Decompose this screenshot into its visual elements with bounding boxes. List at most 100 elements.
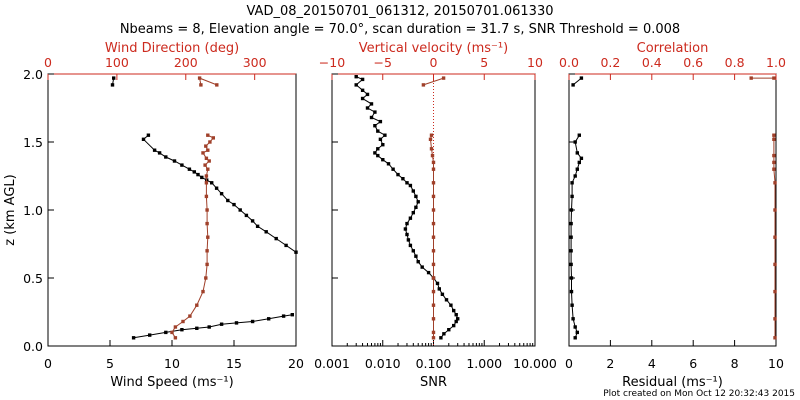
data-point bbox=[575, 151, 579, 155]
data-point bbox=[207, 159, 211, 163]
data-point bbox=[408, 243, 413, 248]
top-tick-label: 300 bbox=[243, 55, 267, 70]
data-point bbox=[267, 317, 271, 321]
data-point bbox=[274, 236, 278, 241]
data-point bbox=[360, 77, 365, 82]
data-point bbox=[197, 76, 202, 80]
top-tick-label: 0.6 bbox=[683, 55, 703, 70]
data-point bbox=[579, 156, 584, 160]
top-tick-label: −10 bbox=[319, 55, 345, 70]
data-point bbox=[431, 303, 436, 307]
data-point bbox=[416, 200, 420, 204]
top-tick-label: 1.0 bbox=[766, 55, 786, 70]
data-point bbox=[570, 181, 574, 185]
data-point bbox=[440, 292, 445, 296]
data-point bbox=[571, 83, 575, 87]
series-line bbox=[423, 77, 444, 338]
data-point bbox=[444, 298, 449, 302]
data-point bbox=[772, 160, 776, 165]
data-point bbox=[238, 208, 242, 212]
data-point bbox=[290, 313, 294, 317]
x-tick-label: 10 bbox=[164, 356, 180, 371]
data-point bbox=[577, 133, 581, 137]
y-tick-label: 0.0 bbox=[23, 339, 43, 354]
data-point bbox=[429, 133, 434, 137]
data-point bbox=[250, 219, 255, 223]
data-point bbox=[232, 202, 236, 207]
series-2 bbox=[170, 76, 219, 340]
series-line bbox=[112, 78, 297, 339]
data-point bbox=[204, 181, 209, 185]
top-tick-label: 0.0 bbox=[559, 55, 579, 70]
data-point bbox=[431, 317, 436, 321]
data-point bbox=[408, 216, 413, 220]
data-point bbox=[381, 158, 385, 162]
data-point bbox=[441, 76, 446, 80]
footer-timestamp: Plot created on Mon Oct 12 20:32:43 2015 bbox=[603, 389, 795, 399]
data-point bbox=[411, 249, 415, 253]
data-point bbox=[112, 76, 116, 80]
data-point bbox=[373, 151, 377, 155]
data-point bbox=[210, 181, 214, 185]
x-tick-label: 0.010 bbox=[365, 356, 401, 371]
data-point bbox=[369, 115, 374, 120]
data-point bbox=[414, 205, 418, 209]
x-tick-label: 20 bbox=[288, 356, 304, 371]
data-point bbox=[454, 319, 458, 324]
data-point bbox=[431, 276, 436, 280]
data-point bbox=[569, 249, 573, 253]
y-tick-label: 2.0 bbox=[23, 67, 43, 82]
data-point bbox=[219, 192, 224, 196]
x-tick-label: 10 bbox=[768, 356, 784, 371]
data-point bbox=[264, 230, 268, 234]
data-point bbox=[208, 140, 212, 144]
data-point bbox=[201, 151, 205, 155]
data-point bbox=[206, 235, 210, 239]
data-point bbox=[187, 167, 192, 171]
data-point bbox=[454, 313, 458, 317]
data-point bbox=[378, 119, 383, 124]
y-tick-label: 1.5 bbox=[23, 135, 43, 150]
data-point bbox=[575, 167, 579, 171]
data-point bbox=[234, 321, 239, 325]
x-axis-label: Wind Speed (ms⁻¹) bbox=[110, 375, 233, 390]
data-point bbox=[244, 213, 249, 218]
data-point bbox=[431, 194, 436, 199]
x-tick-label: 0.100 bbox=[416, 356, 452, 371]
data-point bbox=[773, 317, 777, 321]
data-point bbox=[148, 333, 152, 337]
data-point bbox=[211, 136, 215, 140]
data-point bbox=[204, 174, 209, 178]
data-point bbox=[201, 289, 205, 294]
data-point bbox=[431, 208, 436, 212]
x-tick-label: 1.000 bbox=[466, 356, 502, 371]
data-point bbox=[431, 160, 436, 165]
top-tick-label: 200 bbox=[174, 55, 198, 70]
plot-frame bbox=[568, 73, 777, 347]
x-tick-label: 10.000 bbox=[513, 356, 557, 371]
data-point bbox=[204, 156, 209, 160]
data-point bbox=[452, 323, 456, 328]
data-point bbox=[376, 153, 380, 158]
data-point bbox=[431, 262, 436, 267]
data-point bbox=[196, 172, 200, 177]
data-point bbox=[195, 326, 199, 330]
data-point bbox=[164, 330, 168, 335]
data-point bbox=[579, 76, 584, 80]
data-point bbox=[772, 153, 776, 158]
data-point bbox=[214, 186, 219, 190]
data-point bbox=[414, 254, 418, 258]
data-point bbox=[773, 262, 777, 267]
x-tick-label: 0.001 bbox=[314, 356, 350, 371]
series-line bbox=[171, 77, 217, 339]
panel-3: 0 2 4 6 8 10 0.0 0.2 0.4 0.6 0.8 1.0 Residual (ms⁻¹)… bbox=[559, 41, 786, 390]
data-point bbox=[205, 262, 209, 267]
data-point bbox=[435, 281, 440, 286]
data-point bbox=[207, 325, 211, 329]
data-point bbox=[206, 133, 210, 137]
y-tick-label: 1.0 bbox=[23, 203, 43, 218]
data-point bbox=[570, 303, 574, 307]
data-point bbox=[570, 194, 574, 199]
top-tick-label: 0.2 bbox=[600, 55, 620, 70]
